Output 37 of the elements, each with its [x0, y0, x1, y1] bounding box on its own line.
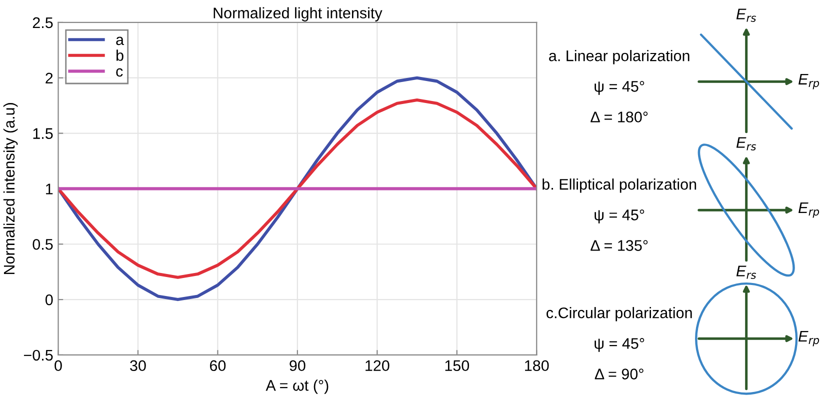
y-tick-label: 1.5: [33, 128, 53, 139]
x-axis-title: A = ωt (°): [266, 380, 328, 394]
legend-label: a: [116, 36, 124, 46]
y-axis-title: Normalized intensity (a.u): [3, 103, 18, 274]
x-tick-label: 30: [130, 360, 146, 372]
text: E$_{rp}$: [798, 331, 820, 346]
text: ψ = 45°: [594, 81, 644, 95]
text: E$_{rs}$: [736, 266, 756, 279]
x-tick-label: 60: [210, 360, 226, 372]
chart-title: Normalized light intensity: [214, 7, 382, 22]
y-tick-label: 1: [46, 184, 53, 194]
legend-label: b: [116, 50, 124, 61]
text: E$_{rs}$: [736, 8, 756, 22]
x-tick-label: 150: [445, 360, 470, 372]
x-tick-label: 180: [525, 360, 549, 372]
y-tick-label: −0.5: [24, 350, 53, 361]
text: E$_{rs}$: [736, 137, 756, 150]
y-tick-label: 2.5: [32, 17, 53, 28]
x-tick-label: 0: [54, 360, 62, 372]
text: a. Linear polarization: [549, 50, 690, 64]
text: Δ = 180°: [590, 112, 648, 122]
y-tick-label: 0.5: [32, 238, 53, 250]
text: b. Elliptical polarization: [542, 178, 696, 193]
text: E$_{rp}$: [798, 202, 820, 218]
y-tick-label: 0: [45, 294, 53, 306]
text: ψ = 45°: [594, 338, 644, 352]
x-tick-label: 120: [366, 360, 390, 372]
line-series: [58, 98, 537, 279]
text: c.Circular polarization: [546, 307, 692, 322]
text: Δ = 90°: [594, 368, 644, 380]
legend-label: c: [116, 68, 123, 77]
y-tick-label: 2: [46, 72, 53, 84]
text: Δ = 135°: [590, 240, 648, 251]
line-series: [58, 76, 537, 302]
text: E$_{rp}$: [798, 74, 820, 90]
x-tick-label: 90: [290, 360, 306, 372]
text: ψ = 45°: [594, 210, 644, 224]
